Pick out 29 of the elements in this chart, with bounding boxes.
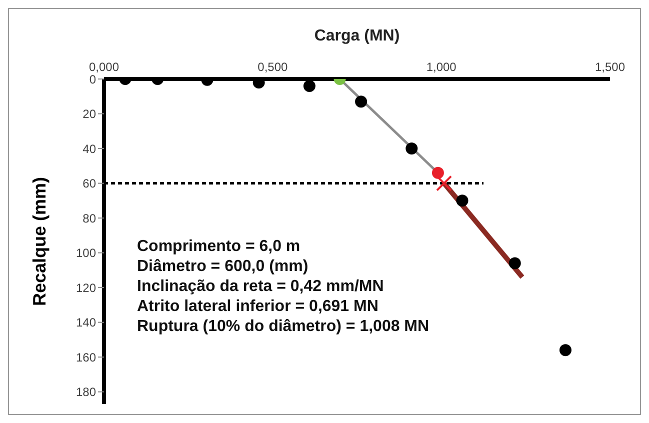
point xyxy=(436,175,452,192)
x-axis-title: Carga (MN) xyxy=(314,27,400,44)
y-tick-label: 40 xyxy=(82,142,96,156)
point xyxy=(559,344,572,356)
point xyxy=(508,257,521,270)
x-tick-label: 1,500 xyxy=(594,60,626,74)
point xyxy=(303,80,316,92)
y-tick-label: 60 xyxy=(82,176,96,191)
x-tick-label: 0,000 xyxy=(88,60,120,74)
x-tick-label: 1,000 xyxy=(426,60,457,74)
annotation: Ruptura (10% do diâmetro) = 1,008 MN xyxy=(137,317,430,337)
y-tick-label: 140 xyxy=(76,316,96,330)
y-tick-label: 20 xyxy=(82,107,96,122)
point xyxy=(456,194,468,207)
annotation: Diâmetro = 600,0 (mm) xyxy=(137,257,310,277)
y-tick-label: 100 xyxy=(76,246,96,260)
y-tick-label: 0 xyxy=(89,72,96,86)
y-tick-label: 120 xyxy=(76,280,96,295)
point xyxy=(355,96,368,108)
annotation: Atrito lateral inferior = 0,691 MN xyxy=(137,297,380,317)
y-tick-label: 80 xyxy=(82,211,96,226)
y-axis-title: Recalque (mm) xyxy=(29,176,50,306)
annotation: Comprimento = 6,0 m xyxy=(137,237,302,257)
point xyxy=(406,142,418,155)
x-tick-label: 0,500 xyxy=(258,60,288,74)
point xyxy=(432,166,444,179)
annotation: Inclinação da reta = 0,42 mm/MN xyxy=(137,277,385,297)
y-tick-label: 180 xyxy=(76,385,96,400)
y-tick-label: 160 xyxy=(76,350,96,364)
